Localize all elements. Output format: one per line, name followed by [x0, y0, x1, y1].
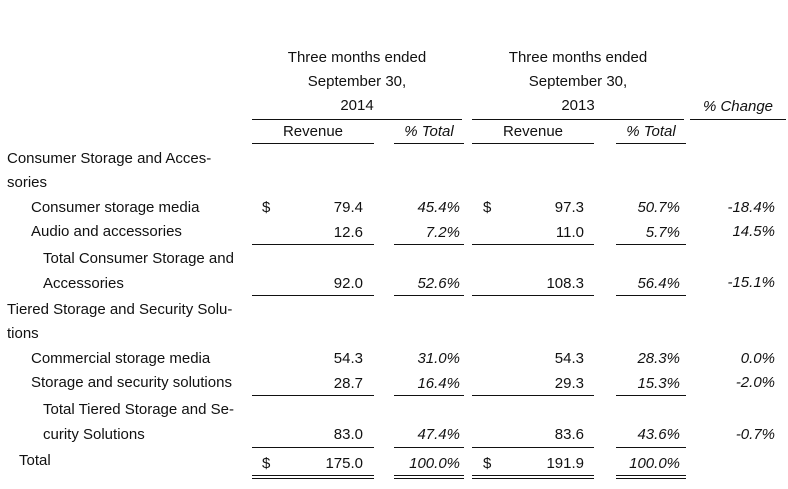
revenue-2014: 175.0 [325, 455, 363, 472]
revenue-2014: 12.6 [333, 224, 363, 241]
revenue-2014: 92.0 [333, 275, 363, 292]
subtotal-rule [472, 244, 594, 245]
revenue-2013: 29.3 [554, 375, 584, 392]
period-2014-line2: September 30, [307, 73, 407, 90]
pct-total-2014: 7.2% [425, 224, 460, 241]
grand-total-label: Total [19, 452, 51, 469]
pct-total-2013: 28.3% [637, 350, 680, 367]
pct-total-header-2014: % Total [404, 123, 454, 140]
subtotal-underline [616, 295, 686, 296]
subtotal-underline [394, 295, 464, 296]
dollar-sign: $ [483, 455, 492, 472]
subtotal-label: Total Consumer Storage and [43, 250, 234, 267]
pct-total-2013: 15.3% [637, 375, 680, 392]
pct-change: 14.5% [732, 223, 775, 240]
pct-total-2014: 45.4% [417, 199, 460, 216]
section-label-consumer-cont: sories [7, 174, 48, 191]
pct-total-header-2013: % Total [626, 123, 676, 140]
subtotal-rule [252, 395, 374, 396]
subtotal-label: Total Tiered Storage and Se- [43, 401, 234, 418]
section-label-tiered: Tiered Storage and Security Solu- [7, 301, 233, 318]
period-2014-line1: Three months ended [287, 49, 427, 66]
period-2013-rule [472, 119, 684, 120]
pct-total-2013: 50.7% [637, 199, 680, 216]
grand-total-double-rule [472, 475, 594, 479]
grand-total-double-rule [252, 475, 374, 479]
pct-change: 0.0% [740, 350, 775, 367]
period-2013-line1: Three months ended [508, 49, 648, 66]
dollar-sign: $ [262, 199, 271, 216]
subtotal-underline [472, 447, 594, 448]
section-label-consumer: Consumer Storage and Acces- [7, 150, 212, 167]
revenue-2014-subrule [252, 143, 374, 144]
subtotal-label-cont: Accessories [43, 275, 124, 292]
subtotal-underline [394, 447, 464, 448]
row-label: Consumer storage media [31, 199, 200, 216]
section-label-tiered-cont: tions [7, 325, 39, 342]
subtotal-rule [252, 244, 374, 245]
period-2013-line3: 2013 [561, 97, 595, 114]
change-header: % Change [702, 98, 774, 115]
pct-change: -18.4% [727, 199, 775, 216]
subtotal-rule [472, 395, 594, 396]
pct-total-2013: 43.6% [637, 426, 680, 443]
pct-total-2014: 47.4% [417, 426, 460, 443]
pct-total-2013: 5.7% [645, 224, 680, 241]
period-2014-rule [252, 119, 462, 120]
revenue-header-2013: Revenue [502, 123, 564, 140]
period-2013-line2: September 30, [528, 73, 628, 90]
revenue-2013: 97.3 [554, 199, 584, 216]
pct-2014-subrule [394, 143, 464, 144]
row-label: Audio and accessories [31, 223, 182, 240]
row-label: Storage and security solutions [31, 374, 232, 391]
revenue-2014: 54.3 [333, 350, 363, 367]
revenue-2013: 191.9 [546, 455, 584, 472]
change-rule [690, 119, 786, 120]
subtotal-underline [616, 447, 686, 448]
dollar-sign: $ [262, 455, 271, 472]
pct-change: -2.0% [735, 374, 775, 391]
pct-total-2014: 31.0% [417, 350, 460, 367]
subtotal-rule [616, 244, 686, 245]
revenue-2013-subrule [472, 143, 594, 144]
subtotal-label-cont: curity Solutions [43, 426, 145, 443]
revenue-2013: 83.6 [554, 426, 584, 443]
pct-change: -0.7% [735, 426, 775, 443]
pct-total-2014: 16.4% [417, 375, 460, 392]
row-label: Commercial storage media [31, 350, 211, 367]
revenue-2013: 54.3 [554, 350, 584, 367]
pct-total-2014: 100.0% [409, 455, 460, 472]
pct-change: -15.1% [727, 274, 775, 291]
revenue-2013: 108.3 [546, 275, 584, 292]
revenue-2014: 28.7 [333, 375, 363, 392]
revenue-2014: 79.4 [333, 199, 363, 216]
revenue-2013: 11.0 [555, 224, 584, 241]
subtotal-rule [394, 395, 464, 396]
pct-total-2013: 100.0% [629, 455, 680, 472]
pct-2013-subrule [616, 143, 686, 144]
revenue-header-2014: Revenue [282, 123, 344, 140]
subtotal-rule [394, 244, 464, 245]
grand-total-double-rule [616, 475, 686, 479]
subtotal-underline [252, 295, 374, 296]
grand-total-double-rule [394, 475, 464, 479]
period-2014-line3: 2014 [340, 97, 374, 114]
pct-total-2013: 56.4% [637, 275, 680, 292]
subtotal-rule [616, 395, 686, 396]
dollar-sign: $ [483, 199, 492, 216]
pct-total-2014: 52.6% [417, 275, 460, 292]
subtotal-underline [472, 295, 594, 296]
revenue-2014: 83.0 [333, 426, 363, 443]
subtotal-underline [252, 447, 374, 448]
